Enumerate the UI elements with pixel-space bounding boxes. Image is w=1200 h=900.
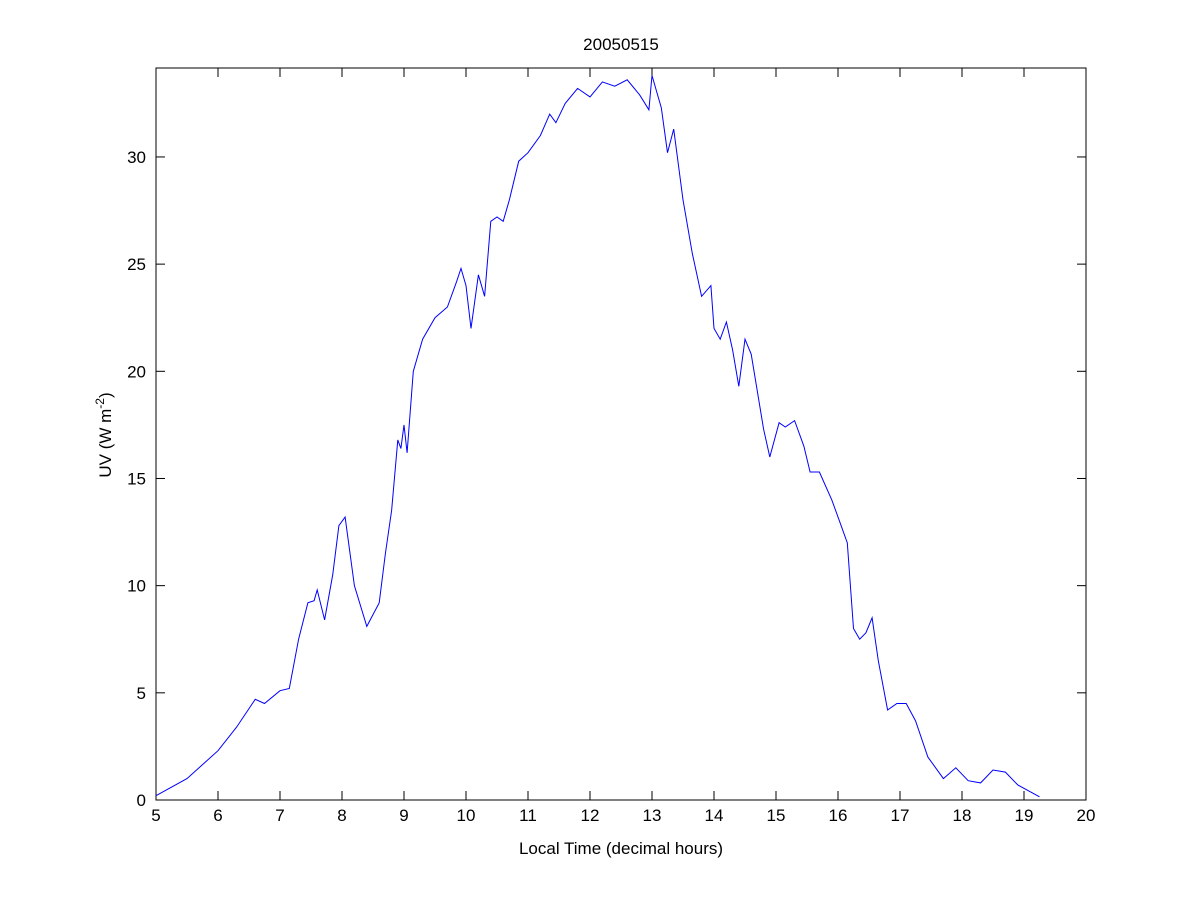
y-axis-label: UV (W m-2) xyxy=(93,392,115,477)
x-tick-label: 16 xyxy=(829,806,848,825)
y-axis-label-superscript: -2 xyxy=(93,398,107,409)
plot-area xyxy=(155,67,1087,801)
x-tick-label: 18 xyxy=(953,806,972,825)
x-tick-label: 13 xyxy=(643,806,662,825)
x-tick-label: 17 xyxy=(891,806,910,825)
y-tick-label: 10 xyxy=(127,577,146,596)
x-tick-label: 8 xyxy=(337,806,346,825)
y-tick-label: 15 xyxy=(127,469,146,488)
x-tick-label: 6 xyxy=(213,806,222,825)
x-axis: 5 6 7 8 9 10 11 12 13 14 15 16 17 18 19 20 xyxy=(151,68,1095,825)
x-tick-label: 9 xyxy=(399,806,408,825)
chart-title: 20050515 xyxy=(583,35,659,54)
x-tick-label: 7 xyxy=(275,806,284,825)
x-tick-label: 12 xyxy=(581,806,600,825)
y-axis: 0 5 10 15 20 25 30 xyxy=(127,148,1086,810)
y-axis-label-close: ) xyxy=(96,392,115,398)
y-tick-label: 0 xyxy=(137,791,146,810)
uv-series-line xyxy=(155,75,1040,798)
x-tick-label: 10 xyxy=(457,806,476,825)
x-tick-label: 15 xyxy=(767,806,786,825)
x-tick-label: 20 xyxy=(1077,806,1096,825)
x-tick-label: 19 xyxy=(1015,806,1034,825)
x-tick-label: 11 xyxy=(519,806,537,825)
x-tick-label: 14 xyxy=(705,806,724,825)
y-tick-label: 20 xyxy=(127,362,146,381)
x-axis-label: Local Time (decimal hours) xyxy=(519,839,723,858)
y-tick-label: 5 xyxy=(137,684,146,703)
y-axis-label-base: UV (W m xyxy=(96,409,115,478)
x-tick-label: 5 xyxy=(151,806,160,825)
y-tick-label: 30 xyxy=(127,148,146,167)
y-tick-label: 25 xyxy=(127,255,146,274)
